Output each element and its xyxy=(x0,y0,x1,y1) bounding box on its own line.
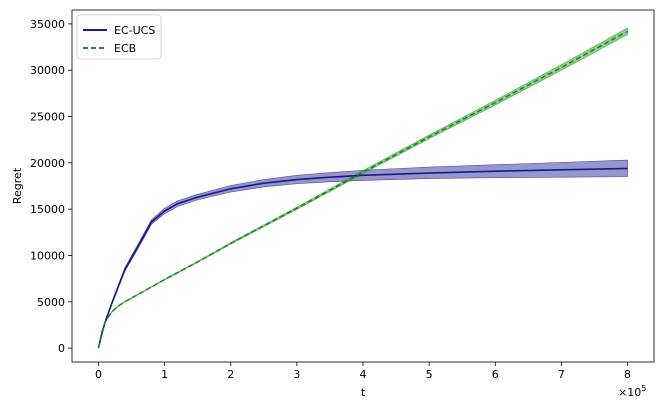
y-tick-label: 0 xyxy=(58,342,65,355)
x-axis-ticks: 0 1 2 3 4 5 6 7 8 xyxy=(95,362,631,381)
legend-box xyxy=(76,14,162,60)
x-tick-label: 2 xyxy=(227,368,234,381)
legend-label-ecb: ECB xyxy=(114,42,136,55)
y-axis-ticks: 0 5000 10000 15000 20000 25000 30000 35000 xyxy=(30,18,72,355)
y-axis-label: Regret xyxy=(11,167,24,204)
legend: EC-UCS ECB xyxy=(76,14,162,60)
y-tick-label: 5000 xyxy=(37,296,65,309)
line-ec-ucs xyxy=(97,167,628,349)
x-tick-label: 6 xyxy=(492,368,499,381)
x-multiplier-base: ×10 xyxy=(618,386,641,399)
x-axis-multiplier: ×105 xyxy=(618,384,646,399)
series-lines xyxy=(97,30,628,349)
y-tick-label: 20000 xyxy=(30,157,65,170)
line-ecb xyxy=(97,30,628,349)
y-tick-label: 30000 xyxy=(30,64,65,77)
y-tick-label: 35000 xyxy=(30,18,65,31)
x-tick-label: 4 xyxy=(360,368,367,381)
y-tick-label: 15000 xyxy=(30,203,65,216)
x-axis-label: t xyxy=(361,386,366,399)
x-tick-label: 5 xyxy=(426,368,433,381)
legend-label-ec-ucs: EC-UCS xyxy=(114,24,155,37)
x-tick-label: 8 xyxy=(624,368,631,381)
y-tick-label: 25000 xyxy=(30,111,65,124)
x-tick-label: 0 xyxy=(95,368,102,381)
y-tick-label: 10000 xyxy=(30,249,65,262)
x-multiplier-exponent: 5 xyxy=(641,384,646,393)
x-tick-label: 7 xyxy=(558,368,565,381)
x-tick-label: 1 xyxy=(161,368,168,381)
x-tick-label: 3 xyxy=(293,368,300,381)
